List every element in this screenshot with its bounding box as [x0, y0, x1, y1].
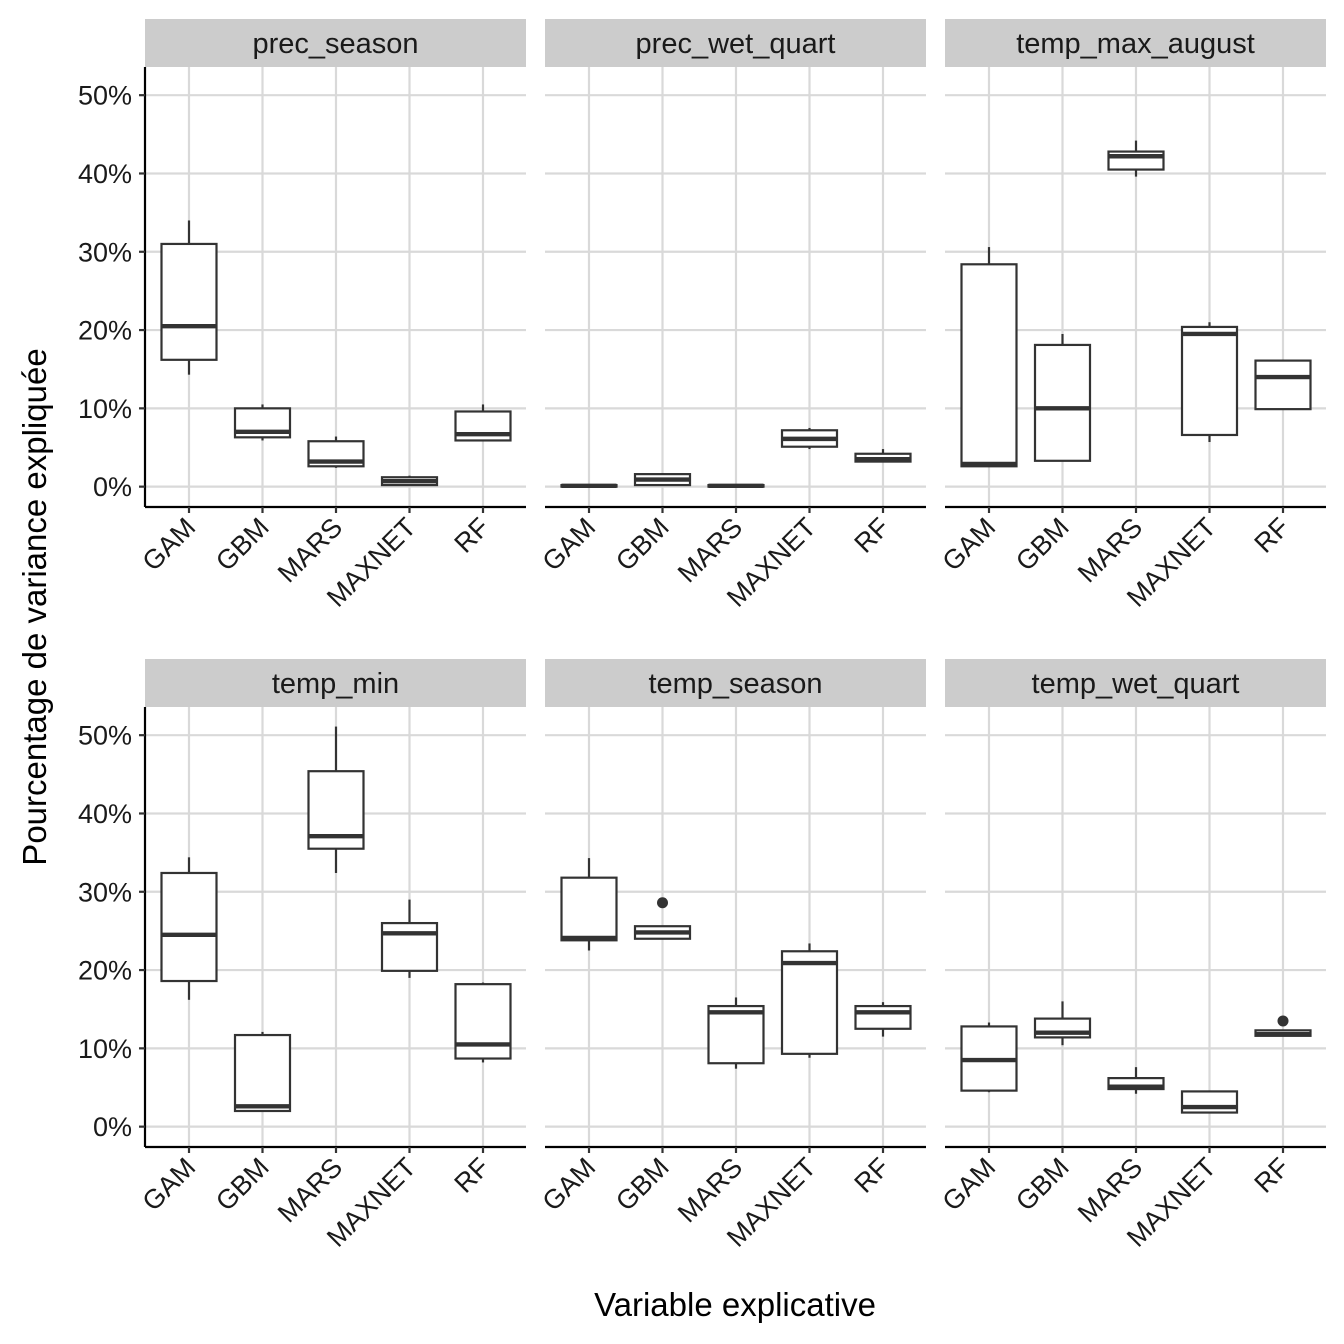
box-MAXNET [1180, 325, 1239, 437]
panel-title: temp_season [648, 668, 822, 700]
box-GAM [160, 871, 218, 983]
y-tick-label: 20% [78, 956, 132, 986]
box-GAM [960, 263, 1018, 468]
panel-strip [545, 659, 926, 707]
box-MAXNET [380, 921, 439, 972]
x-tick-label: RF [1249, 512, 1296, 559]
y-tick-label: 20% [78, 316, 132, 346]
box-MAXNET [1180, 1090, 1239, 1114]
panel-title: temp_min [272, 668, 399, 700]
x-tick-label: GBM [1010, 512, 1075, 577]
outlier-point [657, 897, 668, 909]
panel-title: prec_wet_quart [636, 28, 836, 60]
box-GAM [560, 876, 618, 942]
x-tick-label: GBM [610, 1152, 675, 1217]
panel-title: temp_max_august [1016, 28, 1255, 60]
x-tick-label: GAM [137, 1152, 202, 1217]
box-GBM [1033, 343, 1092, 462]
x-tick-label: GAM [137, 512, 202, 577]
box-MARS [1107, 1077, 1165, 1091]
panel-title: prec_season [252, 28, 418, 60]
box-MARS [707, 1004, 765, 1065]
y-tick-label: 30% [78, 237, 132, 267]
y-tick-label: 40% [78, 159, 132, 189]
outlier-point [1277, 1015, 1289, 1027]
x-tick-label: RF [849, 1152, 896, 1199]
x-axis-title: Variable explicative [594, 1286, 876, 1323]
box-MAXNET [780, 950, 839, 1055]
y-axis-title: Pourcentage de variance expliquée [16, 348, 53, 865]
x-tick-label: GAM [937, 1152, 1002, 1217]
box-RF [454, 983, 512, 1060]
panel-strip [145, 19, 526, 67]
panel-strip [945, 659, 1326, 707]
box-GBM [233, 1033, 292, 1113]
x-tick-label: GAM [537, 1152, 602, 1217]
y-tick-label: 10% [78, 1034, 132, 1064]
panel-strip [945, 19, 1326, 67]
x-tick-label: RF [849, 512, 896, 559]
y-tick-label: 50% [78, 81, 132, 111]
x-tick-label: RF [1249, 1152, 1296, 1199]
y-tick-label: 50% [78, 721, 132, 751]
y-tick-label: 30% [78, 877, 132, 907]
x-tick-label: GBM [210, 1152, 275, 1217]
x-tick-label: RF [449, 512, 496, 559]
y-tick-label: 40% [78, 799, 132, 829]
box-GAM [160, 242, 218, 361]
panel-title: temp_wet_quart [1032, 668, 1240, 700]
panel-strip [545, 19, 926, 67]
box-RF [1254, 359, 1312, 411]
y-tick-label: 10% [78, 394, 132, 424]
x-tick-label: GBM [210, 512, 275, 577]
x-tick-label: GAM [537, 512, 602, 577]
x-tick-label: GAM [937, 512, 1002, 577]
y-tick-label: 0% [93, 1112, 132, 1142]
y-tick-label: 0% [93, 472, 132, 502]
x-tick-label: RF [449, 1152, 496, 1199]
x-tick-label: GBM [1010, 1152, 1075, 1217]
x-tick-label: GBM [610, 512, 675, 577]
panel-strip [145, 659, 526, 707]
box-RF [854, 1004, 912, 1030]
